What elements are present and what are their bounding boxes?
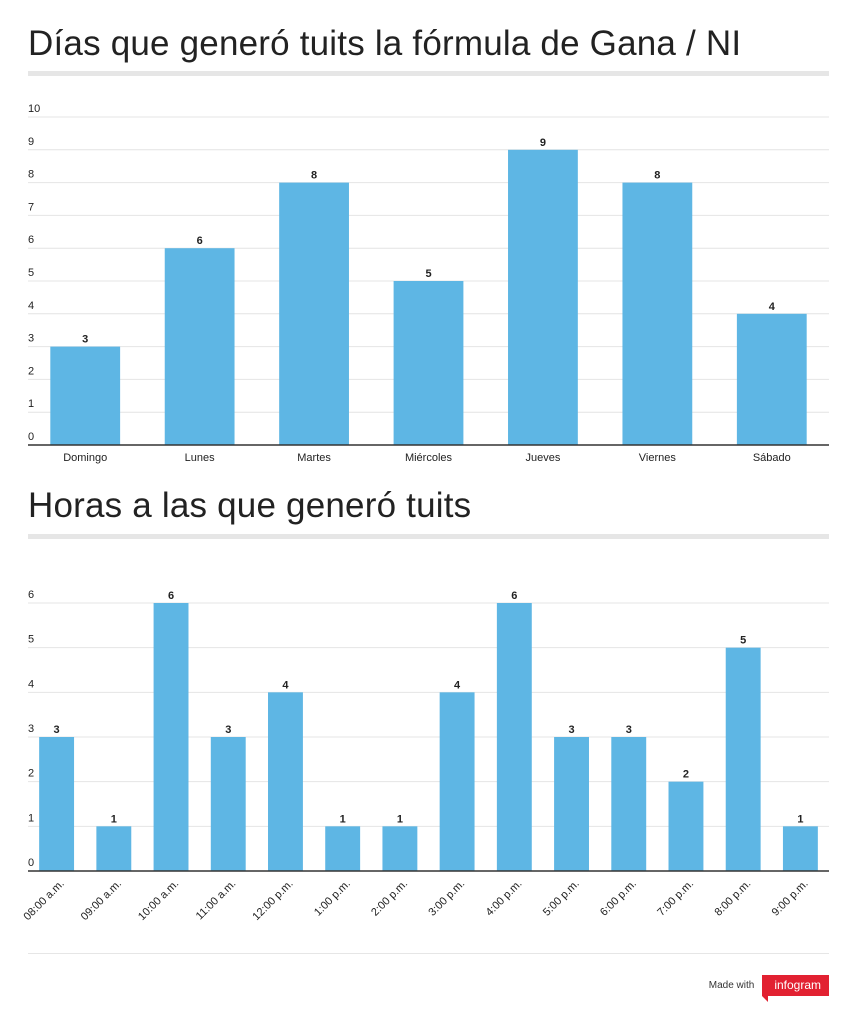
data-label: 3	[225, 724, 231, 736]
x-tick-label: 1:00 p.m.	[312, 878, 353, 919]
bar	[439, 692, 475, 871]
bar	[153, 603, 189, 871]
footer: Made with infogram	[708, 975, 829, 1002]
bar	[736, 313, 807, 445]
y-tick-label: 6	[28, 589, 34, 601]
x-tick-label: 4:00 p.m.	[484, 878, 525, 919]
bar	[279, 182, 349, 445]
data-label: 6	[511, 590, 517, 602]
y-tick-label: 4	[28, 300, 34, 312]
chart-title-days: Días que generó tuits la fórmula de Gana…	[28, 24, 742, 63]
x-tick-label: 11:00 a.m.	[194, 878, 239, 923]
y-tick-label: 2	[28, 768, 34, 780]
x-tick-label: 8:00 p.m.	[712, 878, 753, 919]
infogram-logo[interactable]: infogram	[762, 975, 829, 1002]
data-label: 3	[82, 334, 88, 346]
data-label: 4	[282, 679, 289, 691]
data-label: 9	[540, 137, 546, 149]
bar	[50, 346, 121, 445]
bar	[496, 603, 532, 871]
bar	[782, 826, 818, 871]
hours-bar-chart: 0 1 2 3 4 5 6 3 08:00 a.m. 1 09:00 a.m. 6 10:00 a.m.…	[22, 589, 829, 923]
bar	[39, 737, 75, 871]
data-label: 1	[340, 813, 346, 825]
title-divider	[28, 534, 829, 539]
x-tick-label: Lunes	[185, 452, 215, 464]
x-tick-label: 6:00 p.m.	[598, 878, 639, 919]
bar	[508, 149, 578, 446]
x-tick-label: Viernes	[639, 452, 677, 464]
y-tick-label: 0	[28, 857, 34, 869]
y-tick-label: 6	[28, 234, 34, 246]
y-tick-label: 8	[28, 169, 34, 181]
data-label: 6	[168, 590, 174, 602]
x-tick-label: 12:00 p.m.	[250, 878, 295, 923]
x-tick-label: 09:00 a.m.	[79, 878, 124, 923]
x-tick-label: 9:00 p.m.	[770, 878, 811, 919]
made-with-label: Made with	[708, 980, 755, 991]
data-label: 4	[454, 679, 461, 691]
y-tick-label: 10	[28, 103, 40, 115]
y-tick-label: 5	[28, 267, 34, 279]
data-label: 3	[626, 724, 632, 736]
x-tick-label: Martes	[297, 452, 331, 464]
chart-title-hours: Horas a las que generó tuits	[28, 486, 472, 525]
y-tick-label: 3	[28, 333, 34, 345]
bar	[622, 182, 693, 445]
y-tick-label: 9	[28, 136, 34, 148]
data-label: 8	[654, 170, 660, 182]
data-label: 4	[769, 301, 776, 313]
bar	[668, 781, 704, 871]
y-tick-label: 1	[28, 398, 34, 410]
data-label: 1	[397, 813, 403, 825]
bar	[96, 826, 132, 871]
x-tick-label: 7:00 p.m.	[655, 878, 696, 919]
bar	[393, 281, 464, 445]
y-tick-label: 0	[28, 431, 34, 443]
bar	[210, 737, 246, 871]
bar	[554, 737, 589, 871]
data-label: 1	[797, 813, 803, 825]
x-tick-label: 3:00 p.m.	[426, 878, 467, 919]
data-label: 8	[311, 170, 317, 182]
x-tick-label: Jueves	[525, 452, 560, 464]
y-tick-label: 4	[28, 678, 34, 690]
y-tick-label: 7	[28, 201, 34, 213]
data-label: 5	[740, 635, 746, 647]
x-tick-label: 10:00 a.m.	[136, 878, 181, 923]
days-bar-chart: 0 1 2 3 4 5 6 7 8 9 10 3 Domingo 6 Lunes 8 Martes 5 Miérco…	[28, 103, 829, 464]
x-tick-label: 2:00 p.m.	[369, 878, 410, 919]
data-label: 3	[568, 724, 574, 736]
bar	[725, 647, 761, 871]
data-label: 2	[683, 769, 689, 781]
title-divider	[28, 71, 829, 76]
y-tick-label: 1	[28, 812, 34, 824]
bar	[325, 826, 361, 871]
x-tick-label: Miércoles	[405, 452, 453, 464]
bar	[268, 692, 303, 871]
data-label: 5	[425, 268, 431, 280]
x-tick-label: 08:00 a.m.	[22, 878, 67, 923]
x-tick-label: 5:00 p.m.	[541, 878, 582, 919]
y-tick-label: 2	[28, 365, 34, 377]
data-label: 6	[197, 235, 203, 247]
bar	[611, 737, 647, 871]
data-label: 1	[111, 813, 117, 825]
y-tick-label: 5	[28, 634, 34, 646]
footer-divider	[28, 953, 829, 954]
bar	[164, 248, 235, 445]
data-label: 3	[54, 724, 60, 736]
y-tick-label: 3	[28, 723, 34, 735]
bar	[382, 826, 418, 871]
x-tick-label: Sábado	[753, 452, 791, 464]
x-tick-label: Domingo	[63, 452, 107, 464]
